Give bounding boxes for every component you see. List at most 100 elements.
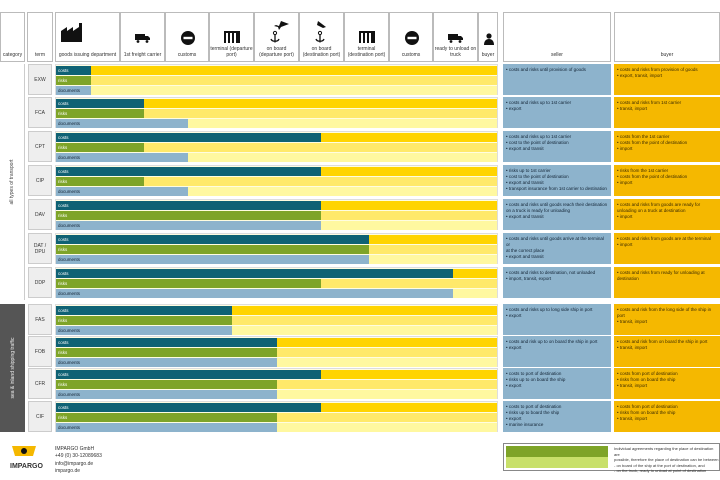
seller-note-line: • export [506,345,522,351]
seller-note-line: • export [506,416,522,422]
header-buyer: buyer [614,12,720,62]
seller-risks-bar: risks [56,109,144,118]
step-terminal-destination: terminal (destination port) [344,12,389,62]
step-customs-2: customs [389,12,433,62]
seller-note-line: • export [506,313,522,319]
seller-note-line: • marine insurance [506,422,544,428]
seller-note: • costs and risks until goods reach thei… [503,199,611,230]
company-info: IMPARGO GmbH +49 (0) 30-12089683 info@im… [55,446,102,475]
company-line: impargo.de [55,467,81,474]
term-cell: FOB [28,336,52,367]
term-bar-row: costs risks documents [55,336,498,367]
seller-note-line: • export and transit [506,214,544,220]
seller-costs-bar: costs [56,99,144,108]
term-cell: CPT [28,131,52,162]
buyer-note-line: • costs and risk from the long side of t… [617,307,712,319]
term-bar-row: costs risks documents [55,165,498,196]
person-icon [484,33,494,45]
term-cell: CIF [28,401,52,432]
truck-icon [448,34,463,43]
legend-line: - on board of the ship at the port of de… [614,462,705,468]
seller-documents-bar: documents [56,289,453,298]
terminal-icon [224,31,240,43]
seller-risks-bar: risks [56,348,277,357]
seller-note-line: • costs to port of destination [506,404,562,409]
term-cell: EXW [28,64,52,95]
seller-risks-bar: risks [56,211,321,220]
buyer-note-line: • costs and risks from ready for unloadi… [617,270,705,275]
no-entry-icon [181,31,195,45]
seller-note-line: • export [506,106,522,112]
term-bar-row: costs risks documents [55,131,498,162]
buyer-note-line: unloading on a truck at destination [617,208,686,214]
seller-risks-bar: risks [56,380,277,389]
seller-costs-bar: costs [56,133,321,142]
buyer-costs-bar [56,99,497,108]
seller-note-line: • costs and risk up to on board the ship… [506,339,598,344]
buyer-note-line: • costs and risks from goods are ready f… [617,202,701,207]
buyer-note-line: • costs from port of destination [617,404,678,409]
seller-note: • risks up to 1st carrier • cost to the p… [503,165,611,196]
buyer-note-line: • transit, import [617,319,648,325]
legend-box: Individual agreements regarding the plac… [503,443,720,474]
header-seller: seller [503,12,611,62]
buyer-documents-bar [56,119,497,128]
group-sea-inland: sea & inland shipping traffic [0,304,25,432]
legend-text: Individual agreements regarding the plac… [614,446,719,474]
seller-note: • costs and risks up to 1st carrier • cos… [503,131,611,162]
no-entry-icon [405,31,419,45]
seller-risks-bar: risks [56,245,369,254]
seller-note-line: • costs and risks up to 1st carrier [506,134,572,139]
seller-documents-bar: documents [56,326,232,335]
seller-note-line: • risks up to 1st carrier [506,168,551,173]
truck-icon [135,34,150,43]
seller-risks-bar: risks [56,143,144,152]
buyer-note-line: • risks from on board the ship [617,377,676,383]
term-bar-row: costs risks documents [55,368,498,399]
buyer-note-line: • costs from port of destination [617,371,678,376]
term-label: FAS [35,316,45,323]
seller-costs-bar: costs [56,403,321,412]
seller-documents-bar: documents [56,255,369,264]
term-cell: CIP [28,165,52,196]
factory-icon [61,23,82,42]
header-category: category [0,12,25,62]
buyer-risks-bar [56,143,497,152]
term-cell: FAS [28,304,52,335]
seller-risks-bar: risks [56,413,277,422]
buyer-note: • costs and risk from the long side of t… [614,304,720,335]
seller-note-line: • cost to the point of destination [506,174,569,180]
seller-costs-bar: costs [56,201,321,210]
seller-costs-bar: costs [56,66,91,75]
buyer-note-line: • import [617,146,633,152]
seller-costs-bar: costs [56,338,277,347]
buyer-note-line: • costs and risks from provision of good… [617,67,698,72]
buyer-risks-bar [56,76,497,85]
step-1st-carrier: 1st freight carrier [120,12,165,62]
buyer-note-line: • risks from the 1st carrier [617,168,669,173]
seller-note-line: on a truck is ready for unloading [506,208,571,214]
buyer-note: • costs and risks from goods are ready f… [614,199,720,230]
buyer-note: • costs from port of destination • risks … [614,368,720,399]
seller-note: • costs and risks to destination, not un… [503,267,611,298]
seller-note-line: • costs and risks up to 1st carrier [506,100,572,105]
buyer-note-line: • export, transit, import [617,73,663,79]
buyer-documents-bar [56,187,497,196]
buyer-note-line: • costs and risk from on board the ship … [617,339,708,344]
buyer-note-line: • import [617,214,633,220]
group-all-transport: all types of transport [0,64,25,300]
buyer-note-line: • transit, import [617,345,648,351]
seller-note-line: • import, transit, export [506,276,552,282]
seller-note-line: • costs and risks until goods arrive at … [506,236,604,248]
step-ready-to-unload: ready to unload on truck [433,12,478,62]
term-label: DAT / DPU [33,242,47,255]
buyer-note-line: • costs and risks from goods are at the … [617,236,711,241]
buyer-note-line: • transit, import [617,383,648,389]
seller-documents-bar: documents [56,86,91,95]
step-goods-issuing: goods issuing department [55,12,120,62]
company-line: info@impargo.de [55,460,94,467]
seller-note-line: • export [506,383,522,389]
step-onboard-departure: on board (departure port) [254,12,299,62]
buyer-note-line: • transit, import [617,106,648,112]
buyer-note-line: • import [617,242,633,248]
